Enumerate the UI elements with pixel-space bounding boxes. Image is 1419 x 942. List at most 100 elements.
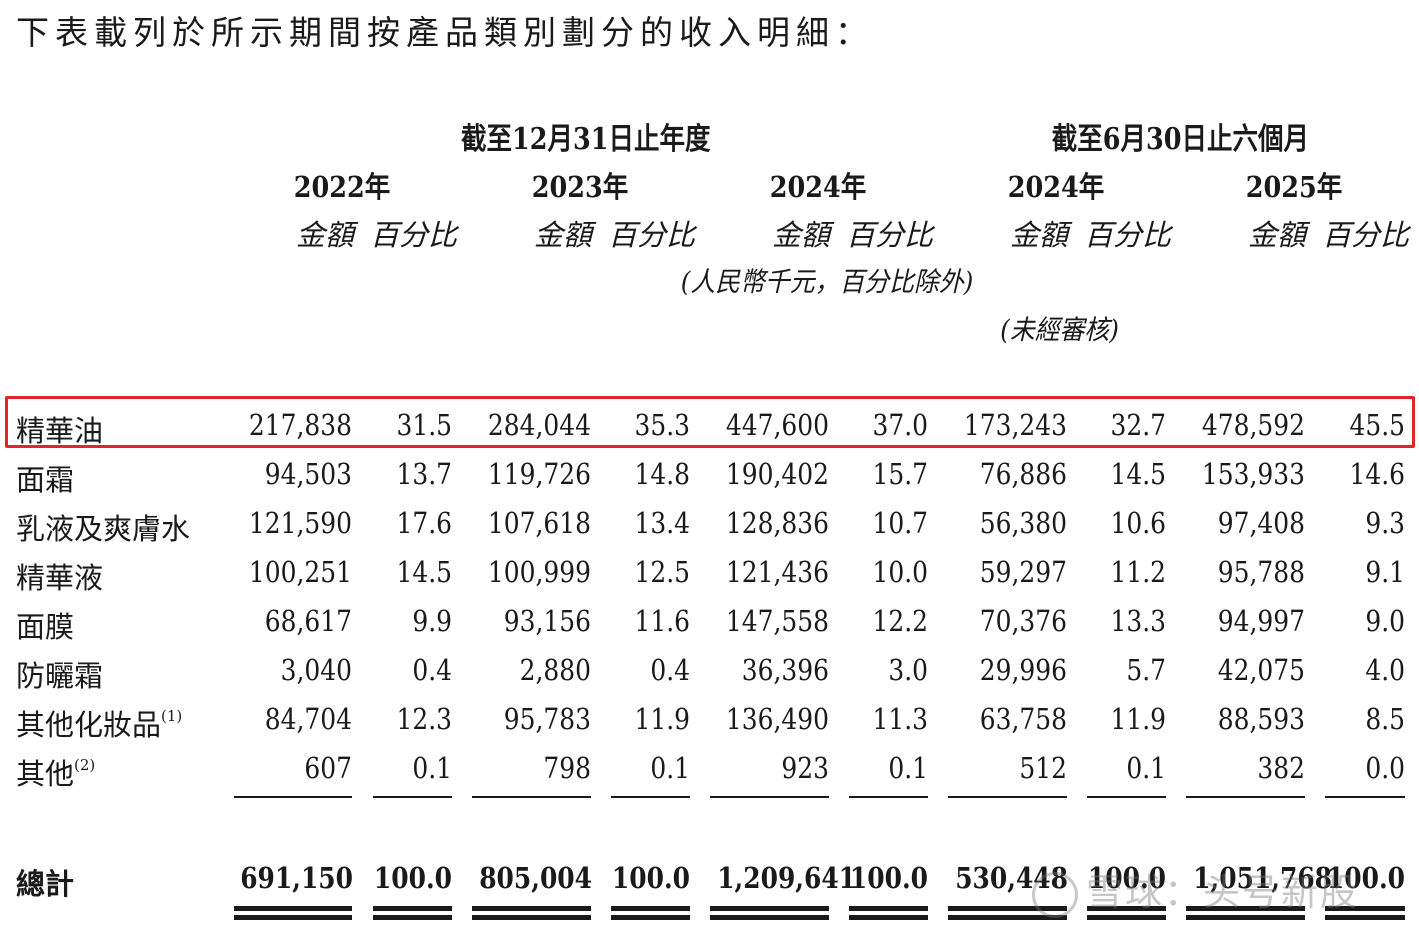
- percent-header-5: 百分比: [1322, 218, 1410, 252]
- amount-header-5: 金額: [1247, 218, 1306, 252]
- percent-cell: 4.0: [1365, 653, 1405, 687]
- year-header-1: 2022年: [293, 170, 391, 204]
- percent-cell: 9.0: [1365, 604, 1405, 638]
- table-rule: [234, 906, 352, 911]
- percent-cell: 0.1: [888, 751, 928, 785]
- table-rule: [1186, 906, 1305, 911]
- amount-cell: 190,402: [725, 457, 829, 491]
- table-row: 其他(2) 607 0.1 798 0.1 923 0.1 512 0.1 382 0.0: [0, 751, 1419, 797]
- table-rule: [849, 906, 928, 911]
- table-rule: [849, 915, 928, 920]
- amount-cell: 447,600: [725, 408, 829, 442]
- row-label: 面霜: [16, 457, 74, 499]
- amount-cell: 121,590: [248, 506, 352, 540]
- row-label: 其他化妝品(1): [16, 702, 182, 744]
- percent-cell: 32.7: [1110, 408, 1166, 442]
- amount-cell: 68,617: [264, 604, 352, 638]
- table-row: 精華液 100,251 14.5 100,999 12.5 121,436 10.0 59,2…: [0, 555, 1419, 601]
- row-label: 精華液: [16, 555, 103, 597]
- percent-cell: 13.7: [396, 457, 452, 491]
- percent-cell: 12.5: [634, 555, 690, 589]
- percent-cell: 45.5: [1349, 408, 1405, 442]
- table-rule: [373, 906, 452, 911]
- percent-header-2: 百分比: [608, 218, 696, 252]
- amount-cell: 128,836: [725, 506, 829, 540]
- percent-cell: 17.6: [396, 506, 452, 540]
- percent-header-4: 百分比: [1084, 218, 1172, 252]
- total-label: 總計: [16, 867, 75, 901]
- row-label: 乳液及爽膚水: [16, 506, 190, 548]
- amount-cell: 147,558: [725, 604, 829, 638]
- table-rule: [234, 796, 352, 798]
- year-header-3: 2024年: [769, 170, 867, 204]
- total-cell: 1,209,641: [717, 861, 857, 895]
- row-label-text: 乳液及爽膚水: [16, 512, 191, 546]
- h1-group-header: 截至6月30日止六個月: [1051, 122, 1309, 157]
- percent-cell: 14.5: [1110, 457, 1166, 491]
- table-rule: [948, 915, 1067, 920]
- percent-cell: 12.2: [872, 604, 928, 638]
- amount-cell: 217,838: [248, 408, 352, 442]
- table-rule: [710, 915, 829, 920]
- watermark-text: 雪球：头号新股: [1086, 871, 1359, 914]
- amount-header-3: 金額: [771, 218, 830, 252]
- amount-cell: 76,886: [979, 457, 1067, 491]
- percent-cell: 9.9: [412, 604, 452, 638]
- percent-cell: 0.1: [1126, 751, 1166, 785]
- percent-cell: 8.5: [1365, 702, 1405, 736]
- percent-cell: 10.6: [1110, 506, 1166, 540]
- amount-cell: 607: [304, 751, 352, 785]
- table-row: 精華油 217,838 31.5 284,044 35.3 447,600 37.0 173,…: [0, 408, 1419, 454]
- unit-note: (人民幣千元，百分比除外): [680, 267, 974, 298]
- percent-cell: 14.6: [1349, 457, 1405, 491]
- amount-cell: 478,592: [1201, 408, 1305, 442]
- table-row: 乳液及爽膚水 121,590 17.6 107,618 13.4 128,836 10.7 5…: [0, 506, 1419, 552]
- percent-cell: 0.4: [412, 653, 452, 687]
- row-label: 防曬霜: [16, 653, 103, 695]
- row-label-text: 防曬霜: [16, 659, 104, 693]
- snowball-logo-icon: [1032, 871, 1078, 918]
- table-rule: [849, 796, 928, 798]
- percent-cell: 3.0: [888, 653, 928, 687]
- total-cell: 100.0: [1326, 861, 1405, 895]
- percent-cell: 31.5: [396, 408, 452, 442]
- unaudited-note: (未經審核): [1000, 315, 1119, 346]
- amount-cell: 95,783: [503, 702, 591, 736]
- row-label: 面膜: [16, 604, 74, 646]
- row-label: 精華油: [16, 408, 103, 450]
- row-label-text: 面霜: [16, 463, 75, 497]
- table-rule: [1325, 796, 1405, 798]
- table-rule: [472, 796, 591, 798]
- table-row: 面霜 94,503 13.7 119,726 14.8 190,402 15.7 76,886…: [0, 457, 1419, 503]
- percent-cell: 11.9: [634, 702, 690, 736]
- year-header-4: 2024年: [1007, 170, 1105, 204]
- amount-header-1: 金額: [295, 218, 354, 252]
- amount-header-4: 金額: [1009, 218, 1068, 252]
- table-rule: [948, 906, 1067, 911]
- amount-cell: 923: [781, 751, 829, 785]
- percent-cell: 5.7: [1126, 653, 1166, 687]
- table-rule: [373, 915, 452, 920]
- amount-cell: 107,618: [487, 506, 591, 540]
- amount-cell: 136,490: [725, 702, 829, 736]
- table-rule: [373, 796, 452, 798]
- amount-header-2: 金額: [533, 218, 592, 252]
- total-cell: 100.0: [849, 861, 928, 895]
- percent-cell: 37.0: [872, 408, 928, 442]
- row-label-text: 精華液: [16, 561, 104, 595]
- percent-cell: 11.3: [872, 702, 928, 736]
- table-rule: [948, 796, 1067, 798]
- amount-cell: 2,880: [519, 653, 591, 687]
- percent-cell: 9.1: [1365, 555, 1405, 589]
- total-cell: 805,004: [479, 861, 593, 895]
- percent-cell: 15.7: [872, 457, 928, 491]
- amount-cell: 42,075: [1217, 653, 1305, 687]
- table-rule: [611, 796, 690, 798]
- table-rule: [611, 915, 690, 920]
- amount-cell: 94,997: [1217, 604, 1305, 638]
- table-rule: [710, 796, 829, 798]
- amount-cell: 70,376: [979, 604, 1067, 638]
- total-row: 總計 691,150 100.0 805,004 100.0 1,209,641…: [0, 861, 1419, 907]
- amount-cell: 63,758: [979, 702, 1067, 736]
- amount-cell: 29,996: [979, 653, 1067, 687]
